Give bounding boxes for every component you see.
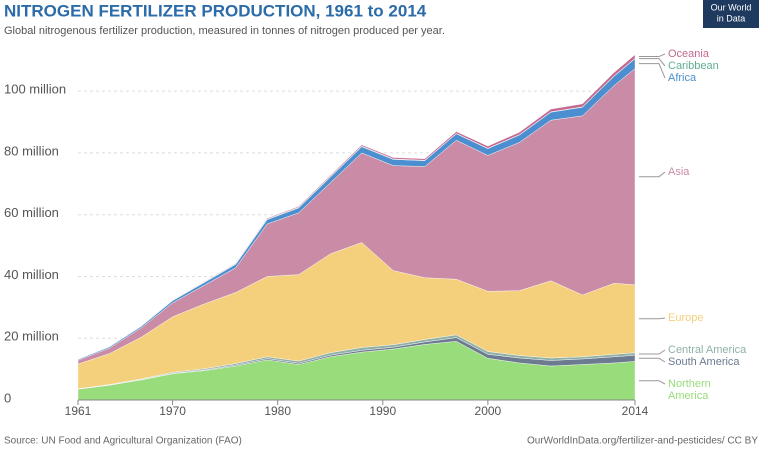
x-tick-label: 2014	[622, 404, 649, 418]
legend-label: Caribbean	[668, 60, 719, 72]
x-tick-label: 1970	[159, 404, 186, 418]
legend-connector	[639, 357, 666, 363]
logo-text: Our World	[711, 2, 752, 12]
legend-label: Central America	[668, 344, 747, 356]
y-tick-label: 40 million	[4, 267, 59, 282]
y-tick-label: 80 million	[4, 143, 59, 158]
logo[interactable]	[703, 0, 759, 28]
chart-subtitle: Global nitrogenous fertilizer production…	[4, 25, 445, 37]
x-tick-label: 1990	[369, 404, 396, 418]
legend-label: America	[668, 390, 709, 402]
x-tick-label: 1961	[65, 404, 92, 418]
legend-label: Europe	[668, 312, 703, 324]
url[interactable]: OurWorldInData.org/fertilizer-and-pestic…	[527, 436, 758, 447]
area	[77, 54, 636, 360]
legend-label: Oceania	[668, 48, 710, 60]
y-tick-label: 20 million	[4, 329, 59, 344]
x-tick-label: 1980	[264, 404, 291, 418]
y-tick-label: 60 million	[4, 205, 59, 220]
legend-label: Asia	[668, 166, 690, 178]
legend-connector	[639, 349, 666, 355]
legend-connector	[639, 317, 666, 320]
legend-connector	[639, 380, 666, 385]
x-tick-label: 2000	[475, 404, 502, 418]
chart-title: NITROGEN FERTILIZER PRODUCTION, 1961 to …	[4, 1, 427, 20]
source: Source: UN Food and Agricultural Organiz…	[4, 436, 242, 447]
legend-connector	[639, 58, 666, 67]
legend-label: Northern	[668, 378, 711, 390]
legend-label: South America	[668, 356, 740, 368]
logo-text: in Data	[717, 13, 746, 23]
legend-connector	[639, 171, 666, 178]
y-tick-label: 100 million	[4, 82, 66, 97]
legend-connector	[639, 63, 666, 79]
legend-label: Africa	[668, 72, 697, 84]
y-tick-label: 0	[4, 390, 11, 405]
legend-connector	[639, 53, 666, 58]
